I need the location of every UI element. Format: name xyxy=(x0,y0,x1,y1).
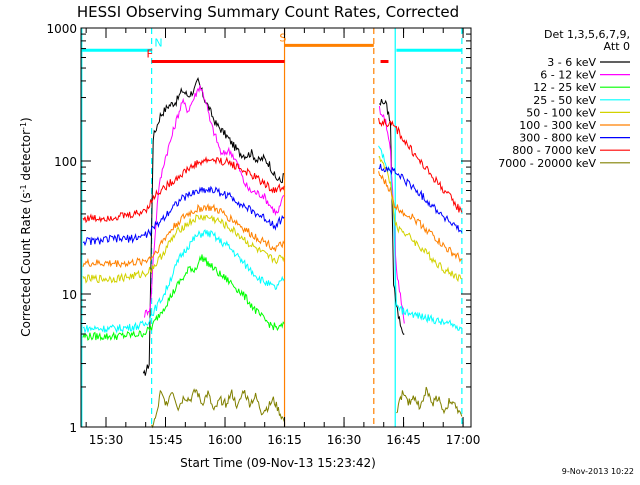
series-line-800-7000-kev-after-gap xyxy=(378,117,463,213)
footer-timestamp: 9-Nov-2013 10:22 xyxy=(562,467,634,476)
series-line-50-100-kev-after-gap xyxy=(378,155,462,283)
x-tick-label: 17:00 xyxy=(446,433,481,447)
series-line-3-6-kev-after-gap xyxy=(379,98,405,335)
legend-entry-label: 3 - 6 keV xyxy=(547,56,596,69)
y-tick-label: 1000 xyxy=(46,22,77,36)
x-tick-label: 15:30 xyxy=(89,433,124,447)
series-line-800-7000-kev xyxy=(82,156,285,224)
series-line-100-300-kev xyxy=(82,203,285,269)
series-line-300-800-kev-after-gap xyxy=(378,163,463,233)
legend-entry-label: 300 - 800 keV xyxy=(519,132,596,145)
legend-entry-label: 25 - 50 keV xyxy=(533,94,596,107)
x-tick-label: 15:45 xyxy=(148,433,183,447)
x-tick-label: 16:30 xyxy=(327,433,362,447)
series-layer xyxy=(82,77,463,429)
flag-label-s: S xyxy=(279,31,286,44)
plot-frame xyxy=(80,27,472,428)
legend-entry-label: 7000 - 20000 keV xyxy=(498,157,596,170)
legend-header-attenuator: Att 0 xyxy=(604,40,630,53)
y-tick-label: 10 xyxy=(62,288,77,302)
flag-label-n: N xyxy=(154,36,162,49)
chart-title: HESSI Observing Summary Count Rates, Cor… xyxy=(77,3,459,21)
legend-entry-label: 100 - 300 keV xyxy=(519,119,596,132)
x-tick-label: 16:00 xyxy=(208,433,243,447)
series-line-25-50-kev xyxy=(82,229,285,334)
axes-layer: 1 10 100 1000 15:30 15:45 16:00 16:15 16:30 16:45… xyxy=(46,22,480,447)
series-line-100-300-kev-after-gap xyxy=(378,171,463,263)
x-tick-label: 16:15 xyxy=(267,433,302,447)
y-tick-label: 1 xyxy=(69,421,77,435)
y-tick-label: 100 xyxy=(54,155,77,169)
series-line-3-6-kev xyxy=(142,77,285,376)
series-line-300-800-kev xyxy=(82,185,285,247)
series-line-50-100-kev xyxy=(82,214,285,284)
series-line-7000-20000-kev xyxy=(151,388,285,429)
legend-entry-label: 50 - 100 keV xyxy=(526,106,596,119)
x-axis-label: Start Time (09-Nov-13 15:23:42) xyxy=(180,456,376,470)
legend-entry-label: 6 - 12 keV xyxy=(540,69,596,82)
series-line-6-12-kev xyxy=(144,85,285,318)
series-line-7000-20000-kev-after-gap xyxy=(396,386,463,417)
legend-header-detectors: Det 1,3,5,6,7,9, xyxy=(544,28,630,41)
series-line-12-25-kev xyxy=(82,254,285,342)
flags-layer: NF S xyxy=(81,28,463,427)
series-line-6-12-kev-after-gap xyxy=(378,105,405,324)
flag-label-f: F xyxy=(146,47,152,60)
legend-entry-label: 12 - 25 keV xyxy=(533,81,596,94)
y-axis-label: Corrected Count Rate (s-1 detector-1) xyxy=(19,117,34,336)
x-tick-label: 16:45 xyxy=(386,433,421,447)
legend-entry-label: 800 - 7000 keV xyxy=(512,144,596,157)
